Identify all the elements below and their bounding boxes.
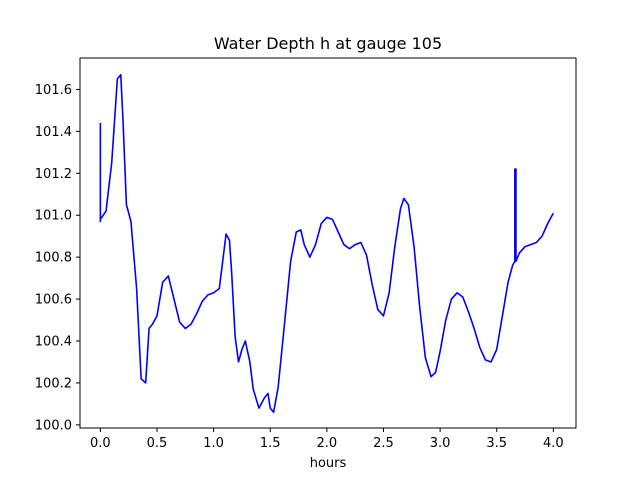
x-tick-label: 1.0 xyxy=(203,436,224,451)
x-tick-label: 0.5 xyxy=(147,436,168,451)
series-layer xyxy=(99,73,555,414)
x-tick-label: 2.5 xyxy=(373,436,394,451)
y-tick-label: 101.2 xyxy=(35,167,72,182)
y-tick-label: 100.6 xyxy=(35,293,72,308)
y-tick-label: 101.4 xyxy=(35,125,72,140)
x-tick-label: 1.5 xyxy=(260,436,281,451)
y-tick-label: 101.6 xyxy=(35,83,72,98)
chart-title: Water Depth h at gauge 105 xyxy=(214,34,442,53)
x-tick-label: 4.0 xyxy=(543,436,564,451)
series-line-0 xyxy=(99,73,555,414)
x-tick-label: 0.0 xyxy=(90,436,111,451)
y-tick-label: 100.8 xyxy=(35,251,72,266)
x-tick-label: 2.0 xyxy=(317,436,338,451)
x-tick-label: 3.5 xyxy=(486,436,507,451)
y-tick-label: 100.0 xyxy=(35,418,72,433)
x-axis-label: hours xyxy=(310,456,347,471)
y-tick-label: 100.2 xyxy=(35,376,72,391)
plot-background xyxy=(80,58,576,428)
x-tick-label: 3.0 xyxy=(430,436,451,451)
plot-frame xyxy=(79,57,577,429)
y-tick-label: 101.0 xyxy=(35,209,72,224)
tick-layer: 0.0 0.5 1.0 1.5 2.0 2.5 3.0 3.5 4.0 100.0 100.2 100… xyxy=(35,83,564,451)
y-tick-label: 100.4 xyxy=(35,335,72,350)
